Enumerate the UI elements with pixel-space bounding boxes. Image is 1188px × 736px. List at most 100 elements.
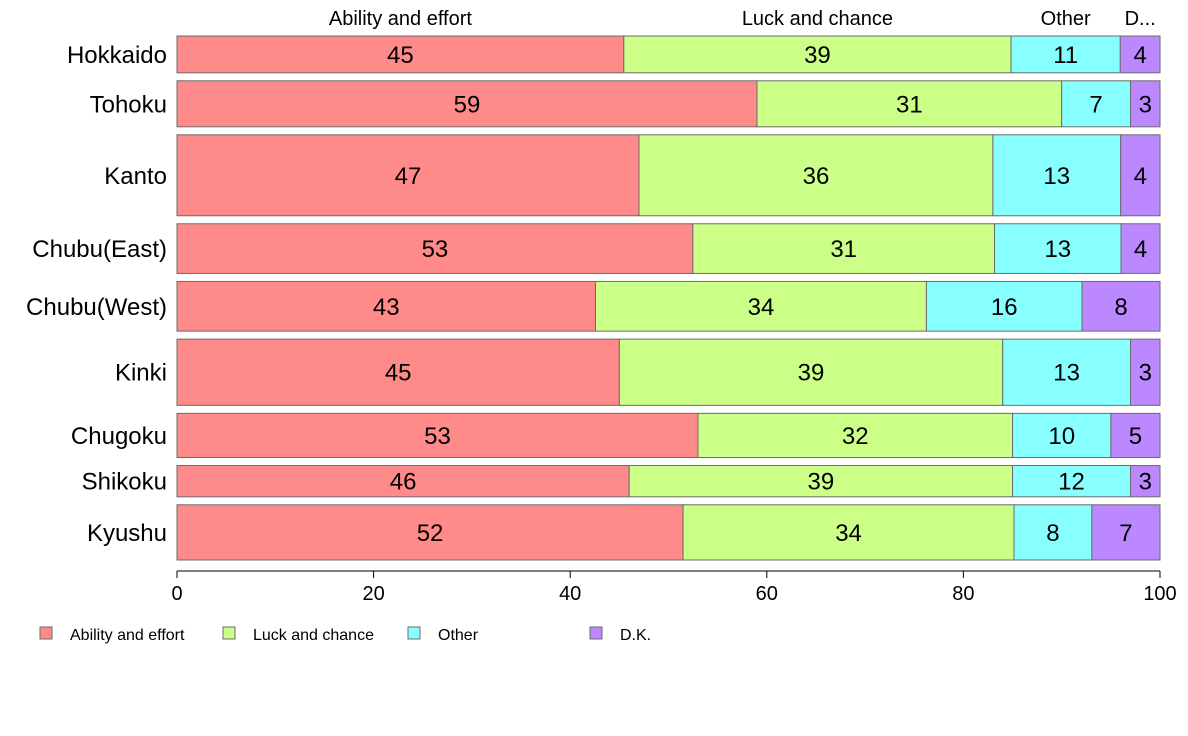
bar-kinki-d-k	[1130, 338, 1161, 406]
category-label-chubu-east: Chubu(East)	[32, 236, 167, 263]
bar-row-kanto: 47 36 13 4	[176, 134, 1161, 217]
bar-chubu-west-d-k	[1081, 280, 1161, 332]
bar-row-tohoku: 59 31 7 3	[176, 80, 1161, 128]
data-label-shikoku-luck-and-chance: 39	[808, 469, 835, 496]
data-label-hokkaido-ability-and-effort: 45	[387, 42, 414, 69]
category-label-chubu-west: Chubu(West)	[26, 294, 167, 321]
bar-kyushu-luck-and-chance	[682, 504, 1015, 561]
x-axis: 0 20 40 60 80 100	[171, 570, 1177, 605]
bar-shikoku-other	[1012, 465, 1132, 498]
data-label-kinki-d-k: 3	[1139, 360, 1152, 387]
data-label-chubu-east-luck-and-chance: 31	[830, 236, 857, 263]
data-label-chubu-west-d-k: 8	[1114, 294, 1127, 321]
legend-label-d-k: D.K.	[620, 627, 651, 644]
legend-label-other: Other	[438, 627, 479, 644]
data-label-kinki-luck-and-chance: 39	[798, 360, 825, 387]
bar-chugoku-other	[1012, 412, 1112, 459]
bars: 45 39 11 459 31 7 347 36 13 453 31 13 443 34 16 845 39 13…	[176, 35, 1161, 561]
data-label-tohoku-ability-and-effort: 59	[454, 91, 481, 118]
data-label-chugoku-other: 10	[1048, 423, 1075, 450]
data-label-kanto-luck-and-chance: 36	[803, 163, 830, 190]
bar-hokkaido-d-k	[1119, 35, 1161, 74]
bar-row-chugoku: 53 32 10 5	[176, 412, 1161, 459]
bar-kanto-ability-and-effort	[176, 134, 640, 217]
data-label-chubu-east-d-k: 4	[1134, 236, 1147, 263]
bar-kinki-ability-and-effort	[176, 338, 620, 406]
bar-row-chubu-east: 53 31 13 4	[176, 223, 1161, 274]
data-label-shikoku-other: 12	[1058, 469, 1085, 496]
bar-hokkaido-ability-and-effort	[176, 35, 625, 74]
bar-chugoku-ability-and-effort	[176, 412, 699, 459]
bar-shikoku-d-k	[1130, 465, 1161, 498]
bar-chubu-east-d-k	[1120, 223, 1161, 274]
bar-hokkaido-luck-and-chance	[623, 35, 1012, 74]
data-label-chubu-west-other: 16	[991, 294, 1018, 321]
bar-chubu-east-luck-and-chance	[692, 223, 996, 274]
bar-kinki-other	[1002, 338, 1132, 406]
bar-row-kyushu: 52 34 8 7	[176, 504, 1161, 561]
bar-chubu-west-other	[925, 280, 1083, 332]
top-label-d-k: D...	[1125, 8, 1156, 30]
bar-row-shikoku: 46 39 12 3	[176, 465, 1161, 498]
bar-chubu-west-luck-and-chance	[595, 280, 927, 332]
category-label-tohoku: Tohoku	[90, 91, 167, 118]
category-label-chugoku: Chugoku	[71, 423, 167, 450]
top-label-luck-and-chance: Luck and chance	[742, 8, 893, 30]
bar-tohoku-d-k	[1130, 80, 1161, 128]
bar-chubu-west-ability-and-effort	[176, 280, 597, 332]
bar-kyushu-other	[1013, 504, 1093, 561]
data-label-shikoku-d-k: 3	[1139, 469, 1152, 496]
legend-swatch-luck-and-chance	[222, 626, 236, 640]
x-tick-label-80: 80	[952, 583, 974, 605]
category-label-kinki: Kinki	[115, 360, 167, 387]
data-label-kyushu-d-k: 7	[1119, 520, 1132, 547]
data-label-hokkaido-other: 11	[1053, 42, 1078, 69]
top-label-ability-and-effort: Ability and effort	[329, 8, 472, 30]
x-tick-label-20: 20	[362, 583, 384, 605]
legend-label-ability-and-effort: Ability and effort	[70, 627, 185, 644]
data-label-kyushu-luck-and-chance: 34	[835, 520, 862, 547]
category-label-kanto: Kanto	[104, 163, 167, 190]
legend-swatch-ability-and-effort	[39, 626, 53, 640]
bar-kanto-d-k	[1120, 134, 1161, 217]
x-tick-label-0: 0	[171, 583, 182, 605]
bar-hokkaido-other	[1010, 35, 1121, 74]
data-label-chubu-east-other: 13	[1044, 236, 1071, 263]
data-label-chugoku-ability-and-effort: 53	[424, 423, 451, 450]
bar-row-chubu-west: 43 34 16 8	[176, 280, 1161, 332]
legend-label-luck-and-chance: Luck and chance	[253, 627, 374, 644]
category-label-kyushu: Kyushu	[87, 520, 167, 547]
bar-chugoku-d-k	[1110, 412, 1161, 459]
bar-tohoku-other	[1061, 80, 1132, 128]
x-tick-label-100: 100	[1143, 583, 1176, 605]
top-label-other: Other	[1041, 8, 1091, 30]
data-label-kinki-other: 13	[1053, 360, 1080, 387]
bar-tohoku-ability-and-effort	[176, 80, 758, 128]
data-label-tohoku-other: 7	[1089, 91, 1102, 118]
bar-row-kinki: 45 39 13 3	[176, 338, 1161, 406]
data-label-kanto-other: 13	[1043, 163, 1070, 190]
data-label-kanto-d-k: 4	[1134, 163, 1147, 190]
data-label-tohoku-luck-and-chance: 31	[896, 91, 923, 118]
data-label-chugoku-d-k: 5	[1129, 423, 1142, 450]
data-label-kinki-ability-and-effort: 45	[385, 360, 412, 387]
data-label-kyushu-other: 8	[1046, 520, 1059, 547]
x-tick-label-40: 40	[559, 583, 581, 605]
legend-swatch-d-k	[589, 626, 603, 640]
data-label-chubu-west-luck-and-chance: 34	[748, 294, 775, 321]
bar-row-hokkaido: 45 39 11 4	[176, 35, 1161, 74]
bar-kyushu-d-k	[1091, 504, 1161, 561]
bar-shikoku-ability-and-effort	[176, 465, 630, 498]
bar-kanto-luck-and-chance	[638, 134, 994, 217]
data-label-chubu-west-ability-and-effort: 43	[373, 294, 400, 321]
data-label-kyushu-ability-and-effort: 52	[417, 520, 444, 547]
data-label-hokkaido-d-k: 4	[1133, 42, 1146, 69]
data-label-shikoku-ability-and-effort: 46	[390, 469, 417, 496]
bar-chubu-east-ability-and-effort	[176, 223, 694, 274]
x-tick-label-60: 60	[756, 583, 778, 605]
category-label-hokkaido: Hokkaido	[67, 42, 167, 69]
category-label-shikoku: Shikoku	[82, 469, 167, 496]
data-label-tohoku-d-k: 3	[1139, 91, 1152, 118]
legend: Ability and effort Luck and chance Other D.…	[39, 626, 651, 644]
